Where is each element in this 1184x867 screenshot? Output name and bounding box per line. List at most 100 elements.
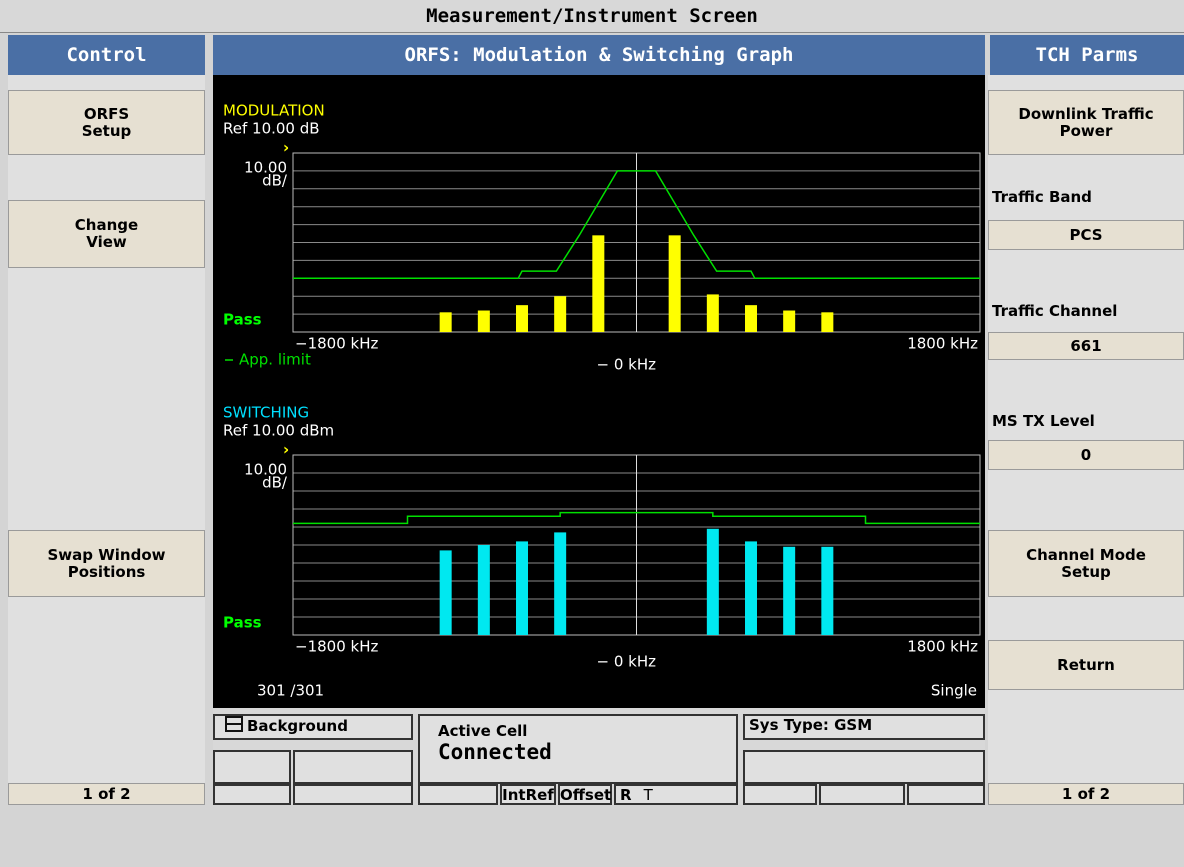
cell: [907, 784, 985, 805]
cell: [418, 784, 498, 805]
sweep-mode: Single: [931, 682, 977, 700]
bar: [668, 235, 681, 332]
return-button[interactable]: Return: [988, 640, 1184, 690]
label: Swap Window: [47, 545, 166, 564]
status-area: Background Active Cell Connected Sys Type…: [213, 708, 985, 805]
bar: [745, 541, 757, 635]
bar: [706, 294, 719, 332]
orfs-setup-button[interactable]: ORFS Setup: [8, 90, 205, 155]
x-tick-label: 1800 kHz: [907, 638, 978, 656]
window-title: Measurement/Instrument Screen: [0, 0, 1184, 33]
bar: [821, 546, 834, 635]
label: 1 of 2: [82, 784, 131, 803]
offset: Offset: [558, 784, 612, 805]
chart-title: SWITCHING: [223, 404, 309, 422]
label: Power: [1059, 121, 1113, 140]
cell: [743, 784, 817, 805]
bar: [745, 305, 757, 332]
value: PCS: [1069, 225, 1103, 244]
value: 0: [1080, 445, 1092, 464]
screen-bg: [213, 75, 985, 708]
verdict: Pass: [223, 311, 262, 329]
label: Background: [247, 717, 348, 735]
label: Return: [1057, 655, 1115, 674]
bar: [821, 312, 834, 332]
ms-tx[interactable]: 0: [988, 440, 1184, 470]
cell: [819, 784, 905, 805]
label: ORFS: [83, 104, 130, 123]
value: 661: [1070, 336, 1102, 355]
label: Positions: [67, 562, 146, 581]
bar: [783, 546, 796, 635]
traffic-band[interactable]: PCS: [988, 220, 1184, 250]
cell: [743, 750, 985, 784]
bar: [477, 545, 490, 635]
intref: IntRef: [500, 784, 556, 805]
bar: [592, 235, 605, 332]
scale: 10.00: [244, 159, 287, 177]
swap-button[interactable]: Swap Window Positions: [8, 530, 205, 597]
left-header: Control: [8, 35, 205, 75]
scale-unit: dB/: [262, 172, 288, 190]
change-view-button[interactable]: Change View: [8, 200, 205, 268]
right-header: TCH Parms: [990, 35, 1184, 75]
traffic-channel[interactable]: 661: [988, 332, 1184, 360]
bar: [477, 310, 490, 332]
chart-title: MODULATION: [223, 102, 325, 120]
t: T: [643, 786, 653, 804]
verdict: Pass: [223, 614, 262, 632]
ms-tx-label: MS TX Level: [992, 412, 1095, 430]
bar: [706, 528, 719, 635]
right-page[interactable]: 1 of 2: [988, 783, 1184, 805]
bar: [516, 541, 528, 635]
limit-line: [293, 511, 980, 525]
reference: Ref 10.00 dB: [223, 120, 320, 138]
x-tick-label: −1800 kHz: [295, 335, 378, 353]
icon: [225, 716, 243, 732]
background-cell[interactable]: Background: [213, 714, 413, 740]
bar: [554, 296, 567, 332]
cell: [293, 784, 413, 805]
x-tick-label: − 0 kHz: [597, 653, 657, 671]
left-page[interactable]: 1 of 2: [8, 783, 205, 805]
ref-marker: ›: [283, 139, 289, 157]
value: Connected: [438, 740, 552, 764]
cell: [213, 750, 291, 784]
downlink-button[interactable]: Downlink Traffic Power: [988, 90, 1184, 155]
label: Channel Mode: [1026, 545, 1146, 564]
reference: Ref 10.00 dBm: [223, 422, 334, 440]
bar: [783, 310, 796, 332]
scale: 10.00: [244, 461, 287, 479]
label: View: [86, 233, 127, 251]
label: Downlink Traffic: [1018, 104, 1154, 123]
bar: [516, 305, 528, 332]
traffic-channel-label: Traffic Channel: [992, 302, 1118, 320]
cell: [293, 750, 413, 784]
r: R: [620, 786, 632, 804]
left-panel: [8, 75, 205, 805]
label: 1 of 2: [1061, 784, 1111, 803]
active-cell: Active Cell Connected: [418, 714, 738, 784]
channel-mode-button[interactable]: Channel Mode Setup: [988, 530, 1184, 597]
sys-type: Sys Type: GSM: [743, 714, 985, 740]
bar: [554, 532, 567, 635]
sweep-count: 301 /301: [257, 682, 324, 700]
label: Active Cell: [438, 722, 528, 740]
legend-label: App. limit: [239, 351, 311, 369]
label: Setup: [1061, 562, 1111, 581]
bar: [439, 312, 452, 332]
limit-line: [293, 170, 980, 280]
cell: [213, 784, 291, 805]
x-tick-label: − 0 kHz: [597, 356, 657, 374]
label: Setup: [81, 121, 132, 140]
bar: [439, 550, 452, 635]
x-tick-label: 1800 kHz: [907, 335, 978, 353]
traffic-band-label: Traffic Band: [992, 188, 1092, 206]
center-header: ORFS: Modulation & Switching Graph: [213, 35, 985, 75]
label: Change: [74, 216, 139, 234]
scale-unit: dB/: [262, 474, 288, 492]
x-tick-label: −1800 kHz: [295, 638, 378, 656]
